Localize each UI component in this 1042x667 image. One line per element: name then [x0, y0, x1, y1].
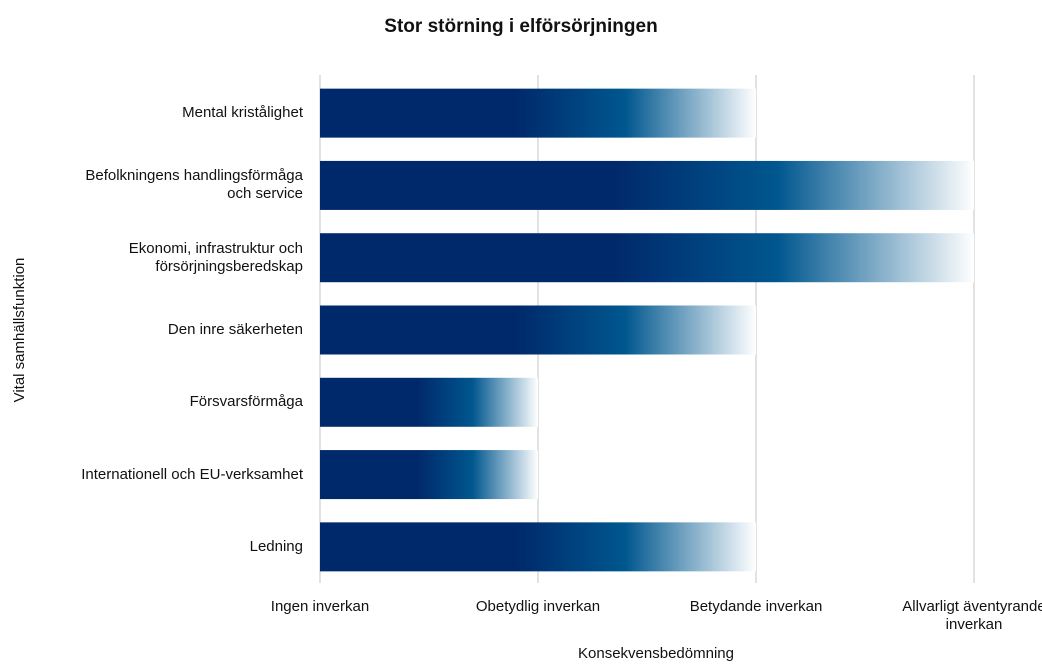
bar — [320, 522, 756, 572]
y-tick-label: Försvarsförmåga — [189, 393, 303, 411]
x-tick-label: Betydande inverkan — [689, 598, 823, 615]
y-tick-label: Internationell och EU-verksamhet — [81, 465, 303, 483]
y-tick-label: Ekonomi, infrastruktur och försörjningsb… — [128, 239, 303, 275]
bar — [320, 233, 974, 283]
bar — [320, 88, 756, 138]
x-tick-label: Ingen inverkan — [270, 598, 370, 615]
bar — [320, 305, 756, 355]
x-tick-label: Obetydlig inverkan — [475, 598, 601, 615]
bar — [320, 160, 974, 210]
x-tick-label: Allvarligt äventyrande inverkan — [902, 598, 1042, 633]
y-tick-label: Den inre säkerheten — [167, 321, 303, 338]
bar — [320, 377, 538, 427]
y-tick-label: Mental kristålighet — [182, 104, 303, 122]
bar — [320, 450, 538, 500]
y-tick-label: Befolkningens handlingsförmåga och servi… — [85, 167, 303, 203]
y-tick-label: Ledning — [249, 537, 303, 555]
chart-title: Stor störning i elförsörjningen — [384, 16, 658, 37]
x-axis-title: Konsekvensbedömning — [578, 645, 734, 662]
